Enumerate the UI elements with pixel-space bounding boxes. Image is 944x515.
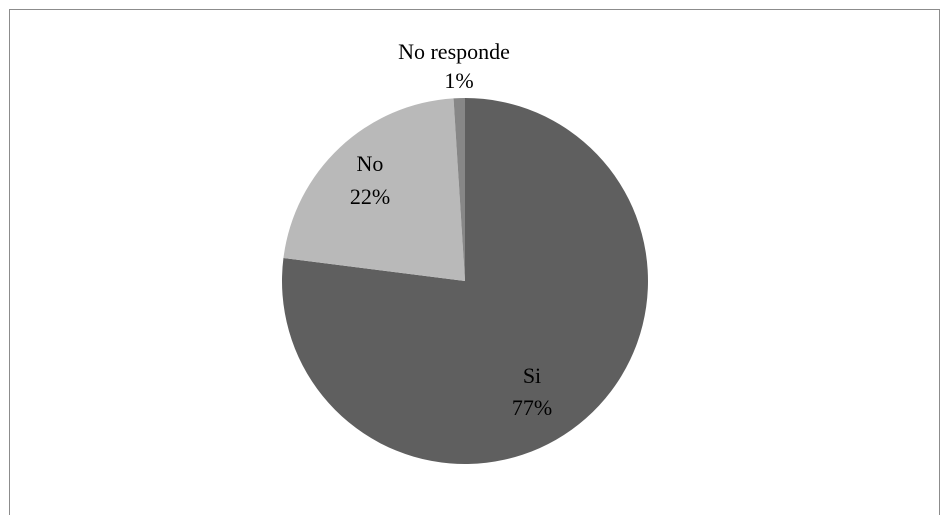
slice-pct-si: 77% <box>512 395 552 420</box>
data-label-no: No 22% <box>350 151 390 209</box>
pie-slice-no <box>283 98 465 281</box>
data-label-no-responde: No responde 1% <box>398 39 510 93</box>
pie-slice-no-responde <box>453 97 465 281</box>
slice-label-no: No <box>357 151 384 176</box>
slice-pct-no-responde: 1% <box>444 68 473 93</box>
slice-pct-no: 22% <box>350 184 390 209</box>
pie-slice-si <box>281 98 648 464</box>
pie-slices <box>281 97 648 464</box>
slice-label-no-responde: No responde <box>398 39 510 64</box>
slice-label-si: Si <box>523 363 541 388</box>
data-label-si: Si 77% <box>512 363 552 420</box>
